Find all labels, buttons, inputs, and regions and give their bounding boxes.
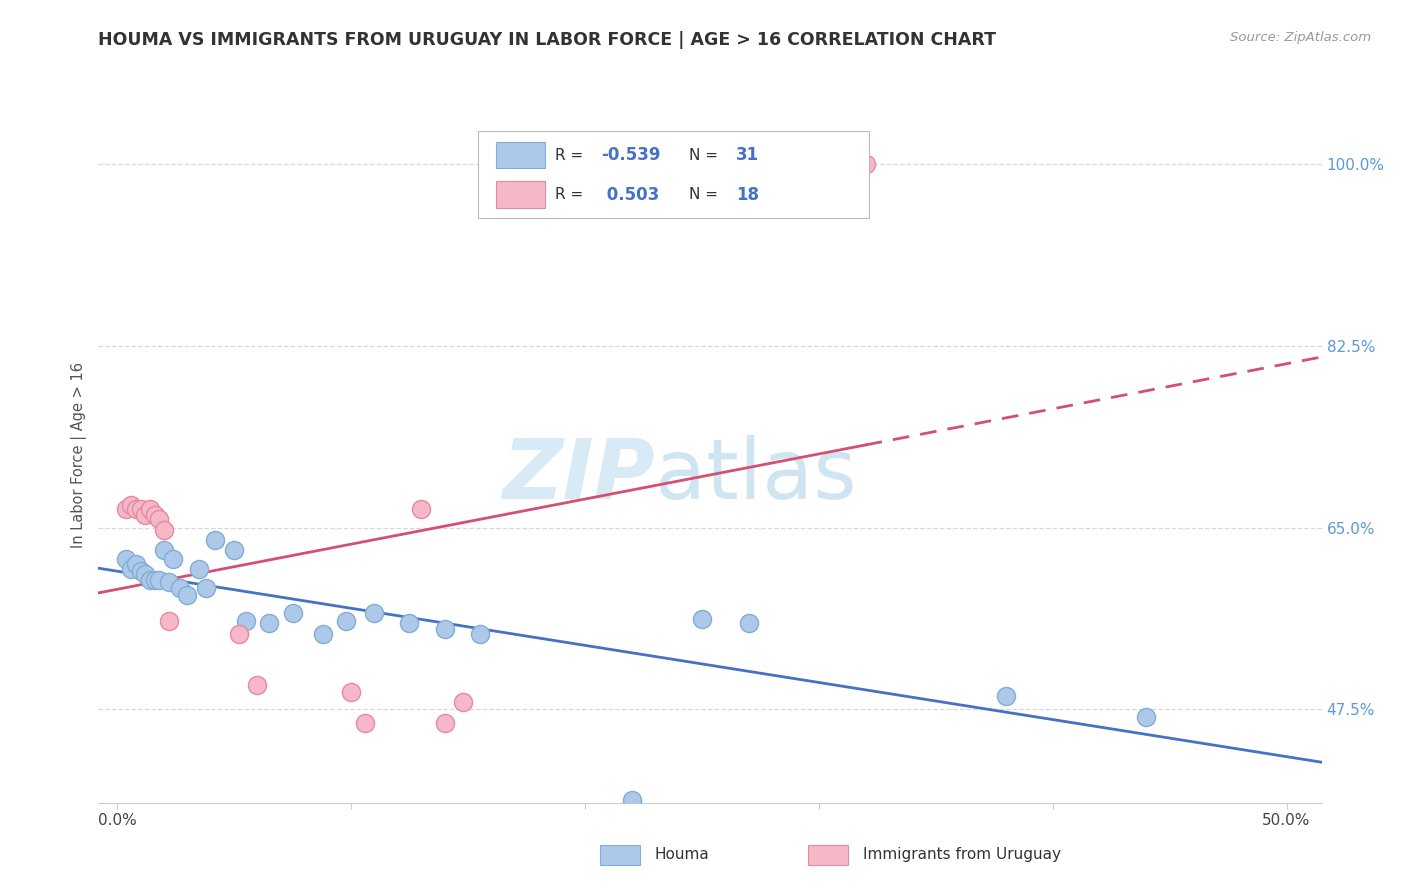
Point xyxy=(363,606,385,620)
Text: 0.503: 0.503 xyxy=(602,186,659,203)
Point xyxy=(453,695,475,709)
Point xyxy=(169,581,191,595)
Point xyxy=(433,623,456,637)
Text: R =: R = xyxy=(555,187,588,202)
Text: Immigrants from Uruguay: Immigrants from Uruguay xyxy=(863,847,1062,863)
Point xyxy=(433,715,456,730)
Text: ZIP: ZIP xyxy=(502,435,655,516)
Point xyxy=(257,616,280,631)
Point xyxy=(157,614,180,628)
Point xyxy=(737,616,759,631)
Point xyxy=(120,498,142,512)
Point xyxy=(468,626,491,640)
Point xyxy=(143,573,166,587)
Point xyxy=(188,562,211,576)
Point xyxy=(204,533,226,547)
Point xyxy=(312,626,335,640)
Text: 18: 18 xyxy=(735,186,759,203)
Point xyxy=(620,793,643,807)
Point xyxy=(125,557,148,571)
Bar xyxy=(808,845,848,865)
Point xyxy=(228,626,250,640)
Point xyxy=(354,715,377,730)
Point xyxy=(125,502,148,516)
Text: Houma: Houma xyxy=(655,847,710,863)
Point xyxy=(120,562,142,576)
Point xyxy=(134,567,156,582)
Point xyxy=(129,564,152,578)
Point xyxy=(148,573,170,587)
Point xyxy=(855,157,877,171)
Text: R =: R = xyxy=(555,147,588,162)
Text: N =: N = xyxy=(689,147,723,162)
Text: N =: N = xyxy=(689,187,723,202)
Text: -0.539: -0.539 xyxy=(602,146,661,164)
Point xyxy=(235,614,257,628)
Point xyxy=(690,612,713,626)
Point xyxy=(129,502,152,516)
Bar xyxy=(600,845,640,865)
Point xyxy=(139,573,162,587)
FancyBboxPatch shape xyxy=(478,131,869,219)
Point xyxy=(222,543,245,558)
Point xyxy=(115,502,138,516)
Point xyxy=(139,502,162,516)
Point xyxy=(340,684,363,698)
Point xyxy=(994,689,1017,703)
Point xyxy=(335,614,357,628)
Point xyxy=(398,616,420,631)
Point xyxy=(153,523,176,537)
Point xyxy=(148,512,170,526)
Bar xyxy=(496,181,546,208)
Bar xyxy=(496,142,546,169)
Point xyxy=(1135,709,1157,723)
Point xyxy=(134,508,156,523)
Point xyxy=(153,543,176,558)
Text: 31: 31 xyxy=(735,146,759,164)
Y-axis label: In Labor Force | Age > 16: In Labor Force | Age > 16 xyxy=(72,362,87,548)
Point xyxy=(143,508,166,523)
Point xyxy=(411,502,433,516)
Point xyxy=(246,678,269,692)
Point xyxy=(115,551,138,566)
Text: Source: ZipAtlas.com: Source: ZipAtlas.com xyxy=(1230,31,1371,45)
Point xyxy=(157,574,180,589)
Text: atlas: atlas xyxy=(655,435,856,516)
Point xyxy=(195,581,218,595)
Text: HOUMA VS IMMIGRANTS FROM URUGUAY IN LABOR FORCE | AGE > 16 CORRELATION CHART: HOUMA VS IMMIGRANTS FROM URUGUAY IN LABO… xyxy=(98,31,997,49)
Point xyxy=(176,588,198,602)
Point xyxy=(281,606,304,620)
Point xyxy=(162,551,184,566)
